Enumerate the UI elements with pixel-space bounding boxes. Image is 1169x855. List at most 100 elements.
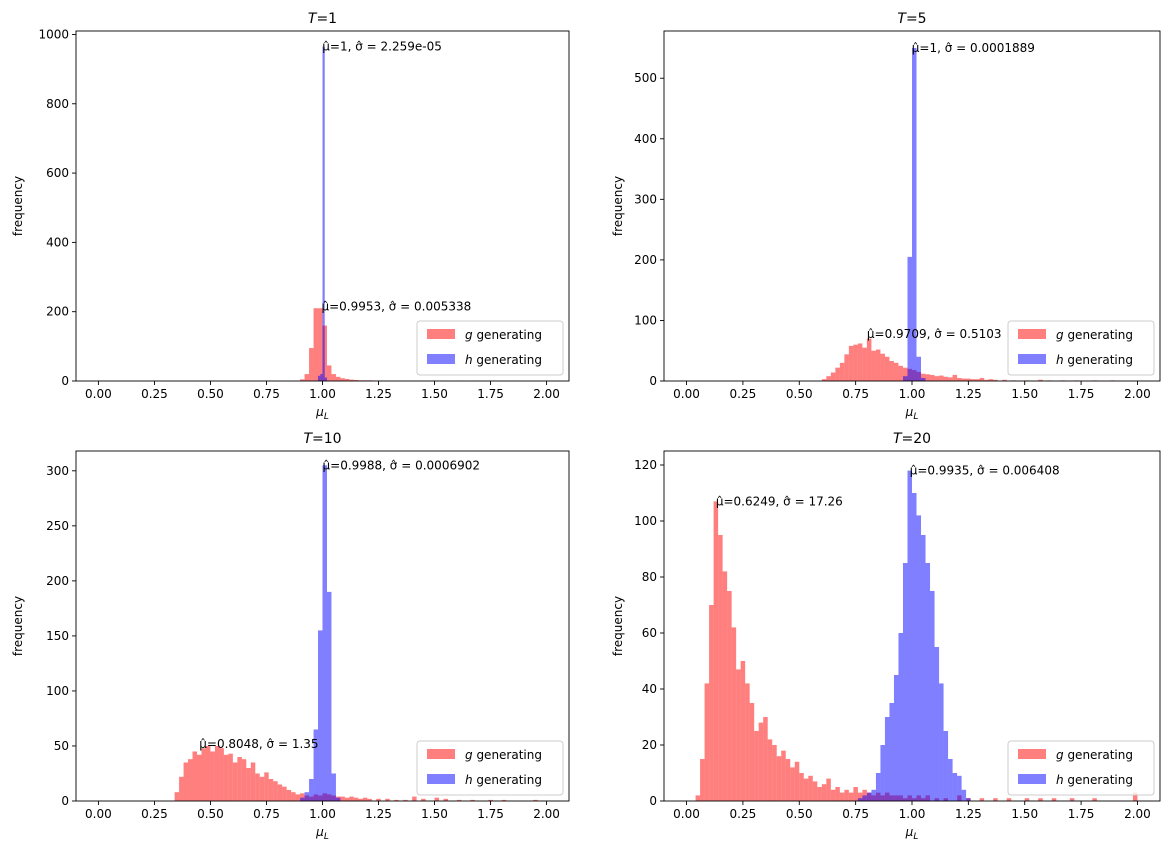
bar — [362, 797, 368, 801]
bar — [713, 501, 719, 801]
bar — [848, 792, 854, 801]
bar — [966, 798, 971, 801]
bar — [385, 798, 390, 801]
y-tick-label: 20 — [642, 738, 657, 752]
bar — [344, 797, 350, 801]
y-tick-label: 400 — [46, 235, 69, 249]
y-tick-label: 0 — [61, 794, 69, 808]
bar — [300, 379, 305, 381]
legend-entry: g generating — [465, 328, 542, 342]
x-tick-label: 0.50 — [197, 807, 224, 821]
bar — [866, 338, 872, 381]
legend-entry: h generating — [465, 353, 542, 367]
bar — [291, 792, 296, 801]
bar — [353, 379, 359, 381]
bar — [488, 799, 493, 801]
legend-swatch — [427, 354, 455, 364]
legend-entry: g generating — [1056, 748, 1133, 762]
legend-swatch — [1018, 354, 1046, 364]
x-tick-label: 0.00 — [673, 807, 700, 821]
bar — [722, 571, 728, 801]
y-tick-label: 300 — [634, 192, 657, 206]
bar — [183, 762, 189, 801]
bar — [826, 778, 831, 801]
legend-entry: g generating — [465, 748, 542, 762]
bar — [718, 535, 723, 801]
x-tick-label: 1.50 — [421, 807, 448, 821]
bar — [916, 515, 922, 801]
y-tick-label: 100 — [46, 684, 69, 698]
bar — [246, 767, 251, 801]
bar — [853, 344, 858, 381]
bar — [286, 789, 292, 801]
annotation-g: μ̂=0.9953, σ̂ = 0.005338 — [321, 299, 471, 313]
legend-swatch — [1018, 774, 1046, 784]
x-tick-label: 1.25 — [955, 387, 982, 401]
bar — [192, 751, 198, 801]
bar — [318, 308, 323, 381]
bar — [907, 256, 912, 381]
bar — [821, 379, 827, 381]
bar — [237, 756, 242, 801]
bar — [358, 798, 363, 801]
bar — [309, 778, 314, 801]
legend-entry: g generating — [1056, 328, 1133, 342]
x-tick-label: 2.00 — [533, 807, 560, 821]
bar — [835, 367, 840, 381]
bar — [871, 789, 876, 801]
bar — [320, 374, 323, 381]
bar — [821, 784, 827, 801]
bar — [916, 356, 922, 381]
x-tick-label: 1.00 — [309, 387, 336, 401]
bar — [902, 563, 908, 801]
bar — [893, 675, 899, 801]
bar — [808, 775, 813, 801]
y-tick-label: 0 — [649, 794, 657, 808]
bar — [830, 789, 836, 801]
subplot-title: T=1 — [308, 11, 337, 27]
bar — [934, 647, 940, 801]
bar — [912, 47, 917, 382]
bar — [961, 789, 967, 801]
bar — [340, 796, 345, 801]
bar — [943, 731, 949, 801]
bar — [871, 350, 876, 381]
bar — [848, 345, 854, 381]
bar — [835, 787, 840, 801]
bar — [925, 563, 931, 801]
bar — [367, 798, 372, 801]
bar — [704, 683, 710, 801]
bar — [255, 773, 260, 801]
x-tick-label: 1.25 — [365, 807, 392, 821]
bar — [470, 799, 475, 801]
y-axis-label: frequency — [611, 176, 625, 236]
bar — [188, 759, 193, 801]
bar — [939, 375, 944, 381]
bar — [902, 367, 908, 381]
bar — [866, 792, 872, 801]
bar — [349, 379, 354, 381]
bar — [394, 799, 399, 801]
x-tick-label: 1.50 — [1011, 387, 1038, 401]
x-tick-label: 0.75 — [842, 807, 869, 821]
bar — [295, 794, 301, 801]
bar — [501, 799, 507, 801]
x-tick-label: 1.75 — [477, 387, 504, 401]
bar — [880, 745, 885, 801]
bar — [839, 792, 845, 801]
bar — [970, 379, 976, 381]
bar — [826, 376, 831, 381]
bar — [1051, 798, 1057, 801]
bar — [839, 362, 845, 381]
legend: g generating h generating — [1007, 740, 1155, 796]
bar — [223, 754, 229, 801]
x-tick-label: 1.25 — [365, 387, 392, 401]
series-h — [857, 470, 971, 801]
bar — [1069, 798, 1075, 801]
bar — [961, 378, 967, 381]
x-tick-label: 0.00 — [85, 387, 112, 401]
x-tick-label: 1.00 — [899, 807, 926, 821]
bar — [893, 362, 899, 381]
y-tick-label: 0 — [61, 374, 69, 388]
bar — [754, 731, 759, 801]
